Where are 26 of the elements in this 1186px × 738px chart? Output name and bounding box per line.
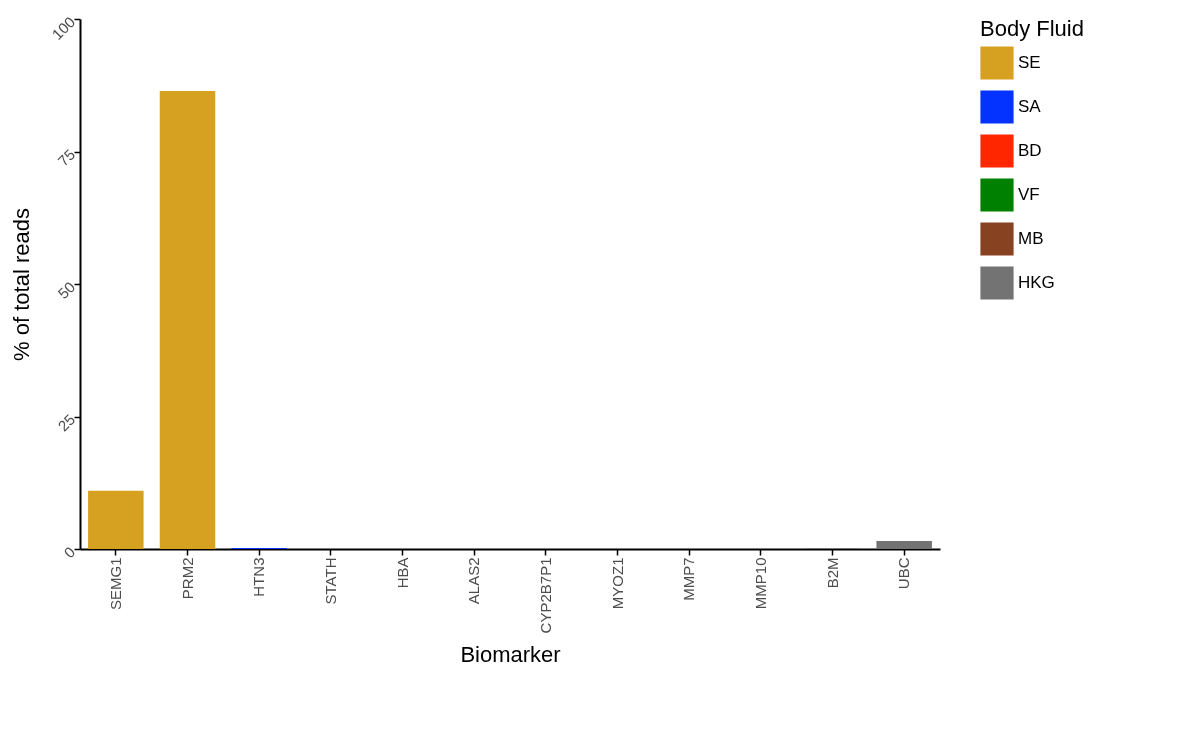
x-tick-label: HBA (393, 557, 411, 589)
x-tick-label: MMP10 (751, 557, 769, 610)
legend-label: HKG (1018, 273, 1055, 292)
legend-label: SA (1018, 97, 1042, 116)
y-tick-label: 100 (48, 13, 79, 43)
y-tick-label: 75 (54, 145, 79, 170)
y-axis-title: % of total reads (8, 208, 34, 361)
x-tick-label: STATH (321, 557, 339, 605)
x-tick-label: PRM2 (178, 557, 196, 600)
x-tick-label: UBC (895, 557, 913, 590)
x-tick-label: SEMG1 (106, 557, 124, 611)
y-tick-label: 50 (54, 278, 79, 302)
y-tick-label: 25 (54, 410, 79, 435)
legend-label: MB (1018, 229, 1044, 248)
y-tick-label: 0 (60, 543, 79, 562)
legend-label: VF (1018, 185, 1040, 204)
x-tick-label: HTN3 (250, 557, 268, 597)
legend-label: SE (1018, 53, 1041, 72)
legend-title: Body Fluid (980, 16, 1084, 41)
x-tick-label: MYOZ1 (608, 557, 626, 610)
x-tick-label: MMP7 (680, 557, 698, 601)
x-tick-label: B2M (823, 557, 841, 589)
x-axis-title: Biomarker (460, 642, 561, 668)
legend-label: BD (1018, 141, 1042, 160)
x-tick-label: CYP2B7P1 (536, 557, 554, 634)
x-tick-label: ALAS2 (465, 557, 483, 605)
